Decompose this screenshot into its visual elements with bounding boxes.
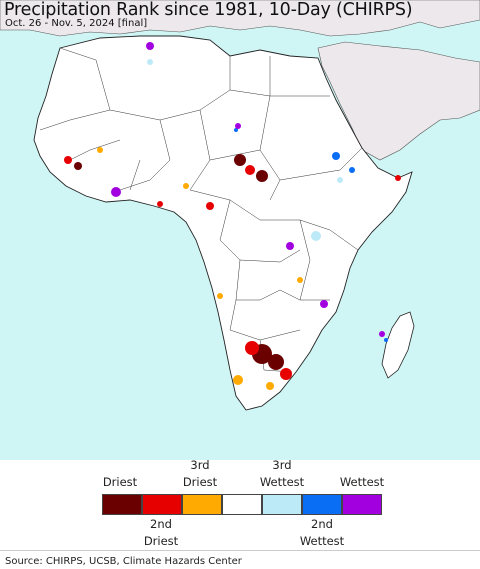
- legend-swatch-2nd-wettest: [302, 494, 342, 515]
- legend-swatch-3rd-driest: [182, 494, 222, 515]
- legend-label-wettest: Wettest: [339, 475, 385, 489]
- map-title: Precipitation Rank since 1981, 10-Day (C…: [4, 0, 413, 20]
- legend-swatch-normal: [222, 494, 262, 515]
- legend-label-2nd-wettest: 2nd Wettest: [299, 517, 345, 548]
- source-credit: Source: CHIRPS, UCSB, Climate Hazards Ce…: [5, 556, 242, 567]
- legend-label-driest: Driest: [102, 475, 138, 489]
- country-borders: [39, 47, 363, 373]
- europe-land: [0, 0, 480, 37]
- madagascar-land: [381, 311, 415, 379]
- legend-swatch-3rd-wettest: [262, 494, 302, 515]
- map-area: [0, 0, 480, 460]
- legend-swatch-wettest: [342, 494, 382, 515]
- legend-swatch-driest: [102, 494, 142, 515]
- middle-east-land: [317, 41, 480, 161]
- map-subtitle: Oct. 26 - Nov. 5, 2024 [final]: [5, 18, 148, 29]
- africa-map: [0, 0, 480, 411]
- legend-swatch-2nd-driest: [142, 494, 182, 515]
- africa-land: [33, 35, 413, 411]
- footer-divider: [0, 550, 480, 551]
- legend-label-2nd-driest: 2nd Driest: [143, 517, 179, 548]
- legend-label-3rd-driest: 3rd Driest: [182, 458, 218, 489]
- rank-patches: [64, 42, 401, 390]
- legend-label-3rd-wettest: 3rd Wettest: [259, 458, 305, 489]
